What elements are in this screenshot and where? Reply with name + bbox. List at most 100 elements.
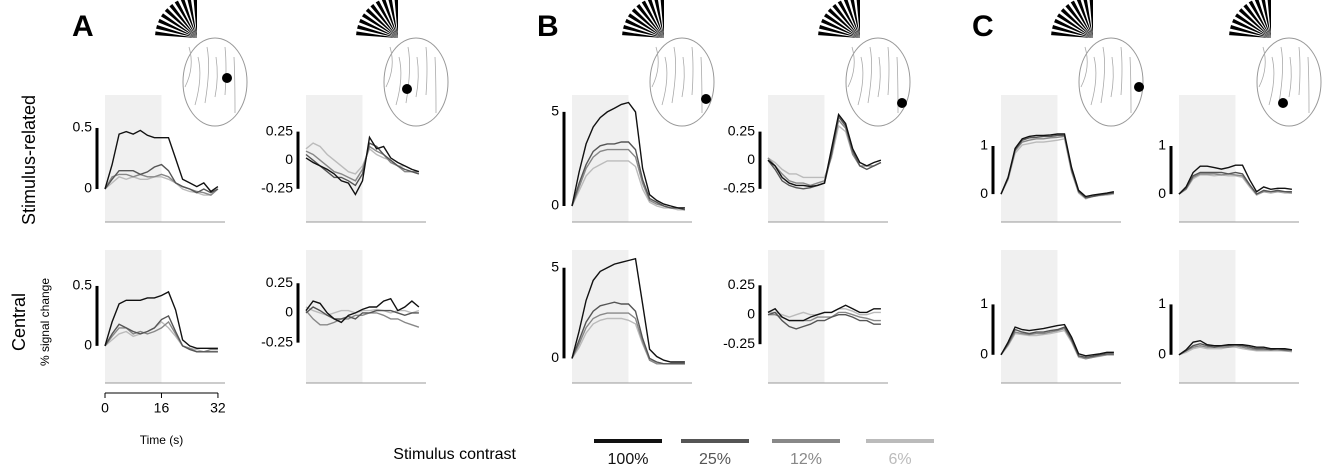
checkerboard-wedge (357, 25, 398, 38)
series-line (767, 112, 882, 188)
brain-fold (857, 56, 864, 106)
brain-fold (434, 56, 437, 114)
stimulus-shade (572, 250, 629, 383)
x-axis-label: Time (s) (140, 433, 184, 447)
stimulus-icon (818, 0, 911, 127)
checkerboard-wedge (623, 25, 664, 38)
brain-fold (395, 56, 402, 106)
x-tick-label: 32 (210, 400, 226, 416)
stimulus-shade (768, 95, 825, 222)
brain-fold (1307, 56, 1310, 114)
brain-fold (1268, 56, 1275, 106)
roi-dot (402, 84, 412, 94)
stimulus-icon (356, 0, 449, 127)
series-line (305, 306, 419, 320)
series-line (104, 163, 219, 194)
checkerboard-wedge (832, 4, 860, 38)
series-line (571, 101, 685, 209)
checkerboard-wedge (660, 0, 664, 38)
stimulus-shade (1001, 250, 1058, 383)
row-label: Stimulus-related (19, 95, 39, 225)
y-tick-label: 0 (84, 180, 92, 196)
brain-fold (1120, 46, 1123, 96)
brain-outline (383, 37, 449, 127)
checkerboard-wedge (375, 0, 398, 39)
y-tick-label: 0.25 (728, 122, 755, 138)
checkerboard-wedge (1052, 25, 1093, 38)
checkerboard-wedge (1229, 31, 1271, 38)
checkerboard-wedge (361, 13, 398, 39)
series-line (305, 142, 420, 175)
checkerboard-wedge (622, 31, 664, 38)
checkerboard-wedge (1234, 13, 1271, 39)
checkerboard-wedge (158, 18, 197, 38)
checkerboard-wedge (641, 0, 664, 39)
roi-dot (897, 98, 907, 108)
y-tick-label: -0.25 (261, 333, 293, 349)
stimulus-icon (155, 0, 248, 127)
checkerboard-wedge (155, 31, 197, 38)
series-line (571, 141, 686, 211)
y-tick-label: 0.5 (73, 277, 93, 293)
checkerboard-wedge (627, 13, 664, 39)
y-tick-label: 1 (980, 137, 988, 153)
series-line (1000, 326, 1114, 359)
stimulus-shade (572, 95, 629, 222)
brain-fold (671, 46, 676, 104)
series-line (571, 301, 685, 365)
roi-dot (1278, 98, 1288, 108)
brain-fold (877, 56, 881, 98)
x-tick-label: 0 (101, 400, 109, 416)
series-line (104, 320, 218, 353)
roi-dot (1134, 82, 1144, 92)
brain-fold (896, 56, 899, 114)
checkerboard-wedge (187, 0, 197, 38)
brain-fold (214, 56, 218, 98)
checkerboard-wedge (1056, 13, 1093, 39)
series-line (1178, 164, 1292, 195)
y-tick-label: 0 (84, 337, 92, 353)
checkerboard-wedge (174, 0, 197, 39)
series-line (1000, 133, 1115, 198)
panel-letter: C (972, 10, 994, 43)
series-line (1178, 174, 1292, 196)
stimulus-icon (1229, 0, 1322, 127)
series-line (1000, 323, 1114, 357)
stimulus-shade (1001, 95, 1058, 222)
y-tick-label: 0.25 (728, 276, 755, 292)
y-tick-label: 0 (1158, 185, 1166, 201)
series-line (1000, 134, 1114, 199)
checkerboard-wedge (636, 4, 664, 38)
brain-fold (691, 46, 694, 96)
checkerboard-wedge (1267, 0, 1271, 38)
brain-fold (204, 46, 209, 104)
checkerboard-wedge (1089, 0, 1093, 38)
brain-fold (1080, 46, 1088, 88)
brain-fold (385, 46, 393, 88)
stimulus-shade (105, 95, 162, 222)
checkerboard-wedge (856, 0, 860, 38)
checkerboard-wedge (388, 0, 398, 38)
brain-outline (1256, 37, 1322, 127)
series-line (305, 297, 420, 324)
checkerboard-wedge (1065, 4, 1093, 38)
brain-fold (661, 56, 668, 106)
checkerboard-wedge (827, 8, 860, 38)
checkerboard-wedge (160, 13, 197, 39)
brain-fold (1129, 56, 1132, 114)
brain-fold (415, 56, 419, 98)
stimulus-shade (768, 250, 825, 383)
brain-fold (1100, 46, 1105, 104)
brain-outline (649, 37, 715, 127)
series-line (767, 304, 881, 322)
checkerboard-wedge (818, 31, 860, 38)
panel-letter: A (72, 10, 94, 43)
checkerboard-wedge (1243, 4, 1271, 38)
checkerboard-wedge (394, 0, 398, 38)
legend-label: 25% (699, 451, 731, 468)
series-line (1178, 346, 1292, 356)
y-tick-label: -0.25 (723, 335, 755, 351)
y-tick-label: -0.25 (261, 180, 293, 196)
brain-outline (845, 37, 911, 127)
